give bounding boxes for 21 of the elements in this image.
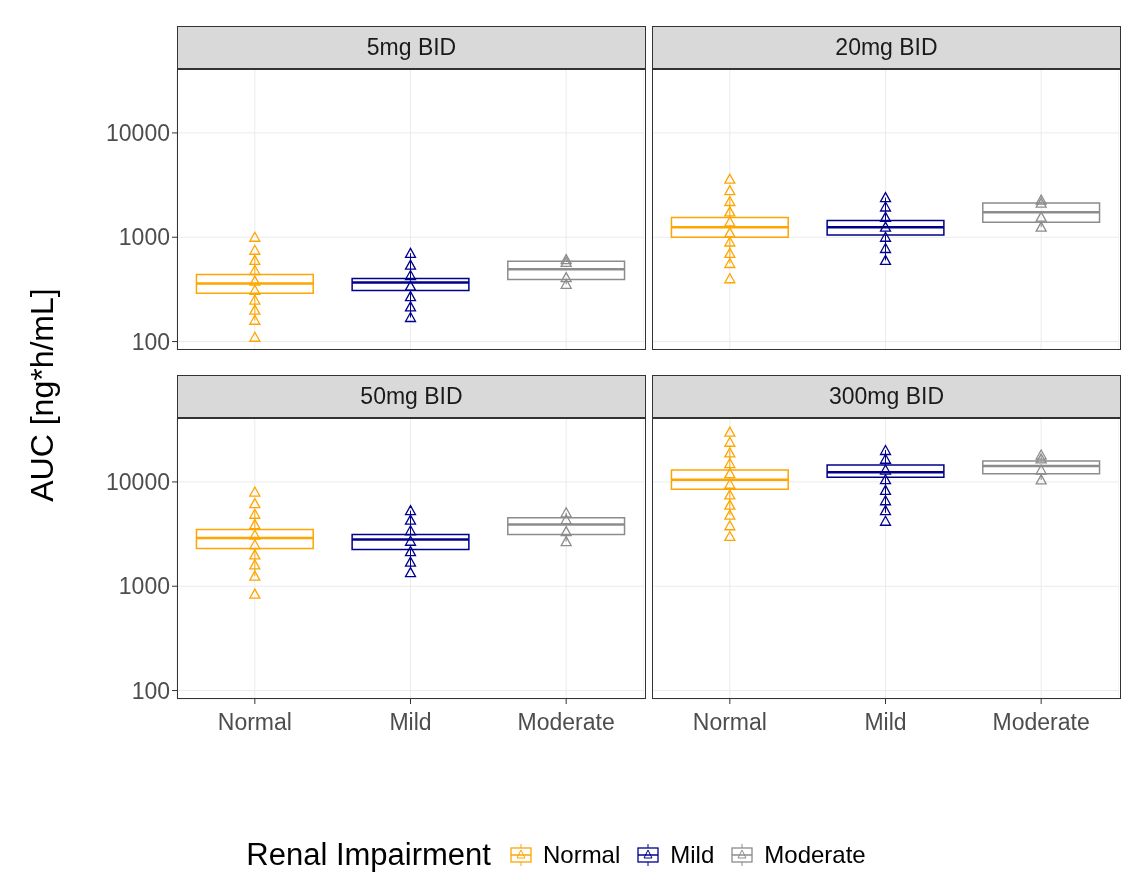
y-tick-label: 1000: [118, 573, 170, 600]
y-tick-label: 100: [131, 328, 170, 355]
chart-title: 300mg BID: [652, 375, 1121, 418]
chart-title: 20mg BID: [652, 26, 1121, 69]
x-tick-label: Moderate: [992, 709, 1090, 736]
chart-title: 50mg BID: [177, 375, 646, 418]
legend-title: Renal Impairment: [246, 837, 491, 873]
legend-label: Normal: [542, 841, 621, 869]
x-tick-label: Mild: [864, 709, 907, 736]
y-tick-label: 10000: [106, 469, 170, 496]
y-tick-label: 1000: [118, 224, 170, 251]
x-tick-label: Normal: [692, 709, 767, 736]
legend-label: Moderate: [764, 841, 866, 869]
legend-label: Mild: [670, 841, 715, 869]
y-tick-label: 100: [131, 677, 170, 704]
y-tick-label: 10000: [106, 120, 170, 147]
x-tick-label: Normal: [217, 709, 292, 736]
x-tick-label: Mild: [389, 709, 432, 736]
chart-title: 5mg BID: [177, 26, 646, 69]
y-axis-title: AUC [ng*h/mL]: [23, 287, 61, 504]
x-tick-label: Moderate: [517, 709, 615, 736]
